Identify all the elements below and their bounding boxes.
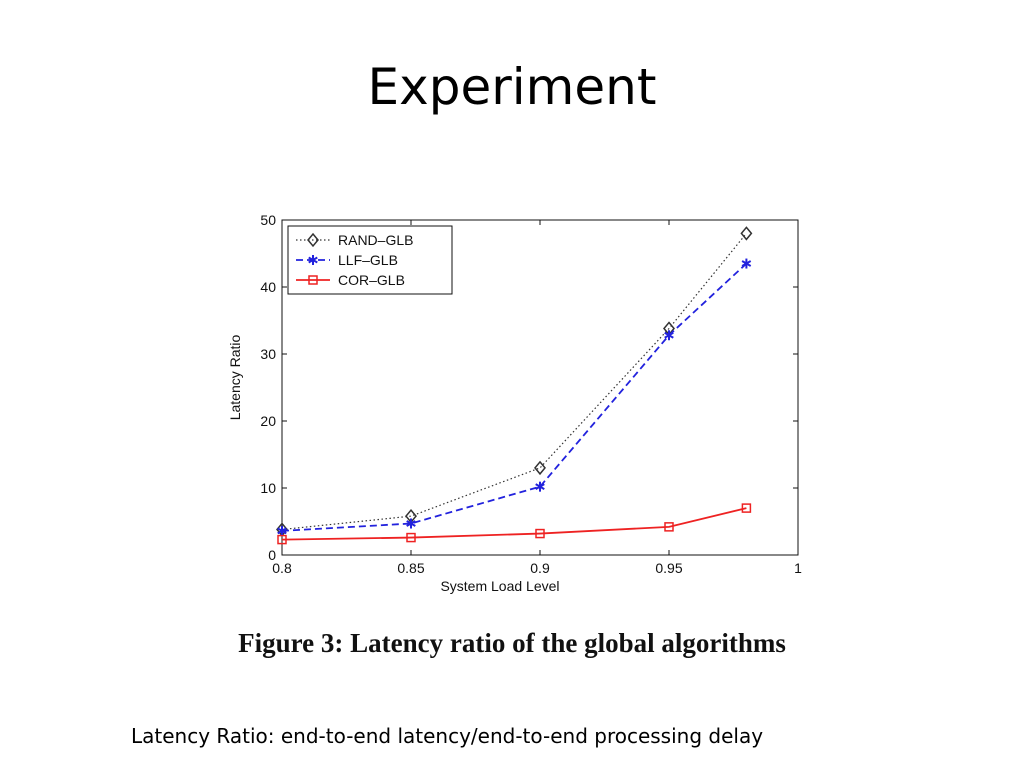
y-tick-label: 20 [260, 413, 276, 429]
slide-title: Experiment [367, 58, 657, 116]
data-point-series-2 [535, 528, 545, 539]
y-tick-label: 0 [268, 547, 276, 563]
legend-marker [308, 255, 318, 265]
data-point-series-2 [406, 532, 416, 543]
legend-label: RAND–GLB [338, 232, 413, 248]
y-tick-label: 40 [260, 279, 276, 295]
series-line-2 [281, 507, 747, 541]
x-tick-label: 0.8 [272, 560, 292, 576]
figure: 0.8 0.85 0.9 0.95 1 0 10 20 30 40 50 System Load Le… [210, 205, 820, 605]
data-point-series-2 [664, 522, 674, 532]
x-tick-label: 0.85 [397, 560, 424, 576]
legend-marker [307, 232, 319, 248]
y-tick-label: 10 [260, 480, 276, 496]
data-point-series-2 [277, 534, 287, 545]
data-point-series-1 [741, 258, 752, 269]
legend-label: LLF–GLB [338, 252, 398, 268]
legend-label: COR–GLB [338, 272, 405, 288]
y-axis-label: Latency Ratio [227, 334, 243, 420]
x-tick-label: 0.9 [530, 560, 550, 576]
footnote: Latency Ratio: end-to-end latency/end-to… [131, 724, 764, 748]
data-point-series-1 [277, 525, 287, 536]
x-tick-label: 0.95 [655, 560, 682, 576]
y-tick-label: 50 [260, 212, 276, 228]
data-point-series-2 [741, 503, 752, 513]
x-axis-label: System Load Level [440, 578, 559, 594]
figure-caption: Figure 3: Latency ratio of the global al… [238, 628, 786, 658]
data-point-series-0 [534, 460, 546, 476]
series-line-1 [281, 262, 748, 532]
x-tick-label: 1 [794, 560, 802, 576]
data-point-series-1 [535, 481, 545, 492]
legend-marker [308, 275, 318, 285]
data-point-series-0 [740, 226, 753, 241]
data-point-series-1 [406, 518, 416, 529]
data-point-series-1 [664, 330, 674, 341]
y-tick-label: 30 [260, 346, 276, 362]
